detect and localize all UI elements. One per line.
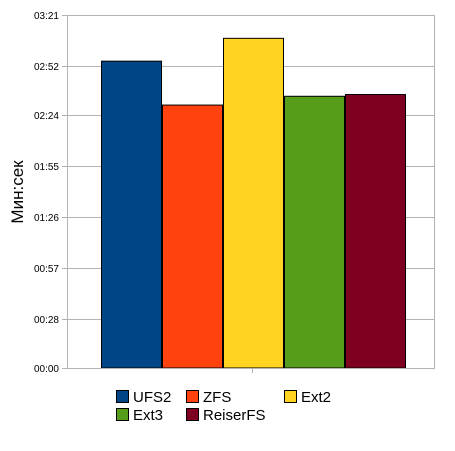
legend-swatch-zfs	[186, 390, 199, 403]
legend-swatch-reiserfs	[186, 408, 199, 421]
bars	[101, 37, 406, 369]
y-tick-label: 01:26	[34, 213, 59, 224]
y-tick-label: 00:57	[34, 264, 59, 275]
legend-swatch-ufs2	[116, 390, 129, 403]
plot-frame	[67, 15, 435, 369]
legend: UFS2 ZFS Ext2 Ext3 ReiserFS	[116, 389, 331, 424]
y-axis-title: Мин:сек	[8, 160, 27, 224]
y-tick-label: 01:55	[34, 162, 59, 173]
bar-reiserfs	[345, 94, 406, 369]
bar-ext3	[284, 95, 345, 369]
axes	[67, 15, 435, 373]
legend-swatch-ext3	[116, 408, 129, 421]
legend-label-ufs2: UFS2	[133, 389, 171, 406]
y-tick-label: 02:24	[34, 111, 59, 122]
y-tick-label: 00:28	[34, 315, 59, 326]
bar-ext2	[223, 37, 284, 369]
legend-label-reiserfs: ReiserFS	[203, 407, 266, 424]
legend-label-zfs: ZFS	[203, 389, 231, 406]
y-tick-labels: 00:00 00:28 00:57 01:26 01:55 02:24 02:52 03:21	[34, 11, 59, 375]
y-tick-label: 00:00	[34, 364, 59, 375]
y-tick-label: 03:21	[34, 11, 59, 22]
legend-label-ext3: Ext3	[133, 407, 163, 424]
bar-zfs	[162, 104, 223, 369]
legend-label-ext2: Ext2	[301, 389, 331, 406]
bar-ufs2	[101, 60, 162, 369]
y-tick-label: 02:52	[34, 62, 59, 73]
legend-swatch-ext2	[284, 390, 297, 403]
